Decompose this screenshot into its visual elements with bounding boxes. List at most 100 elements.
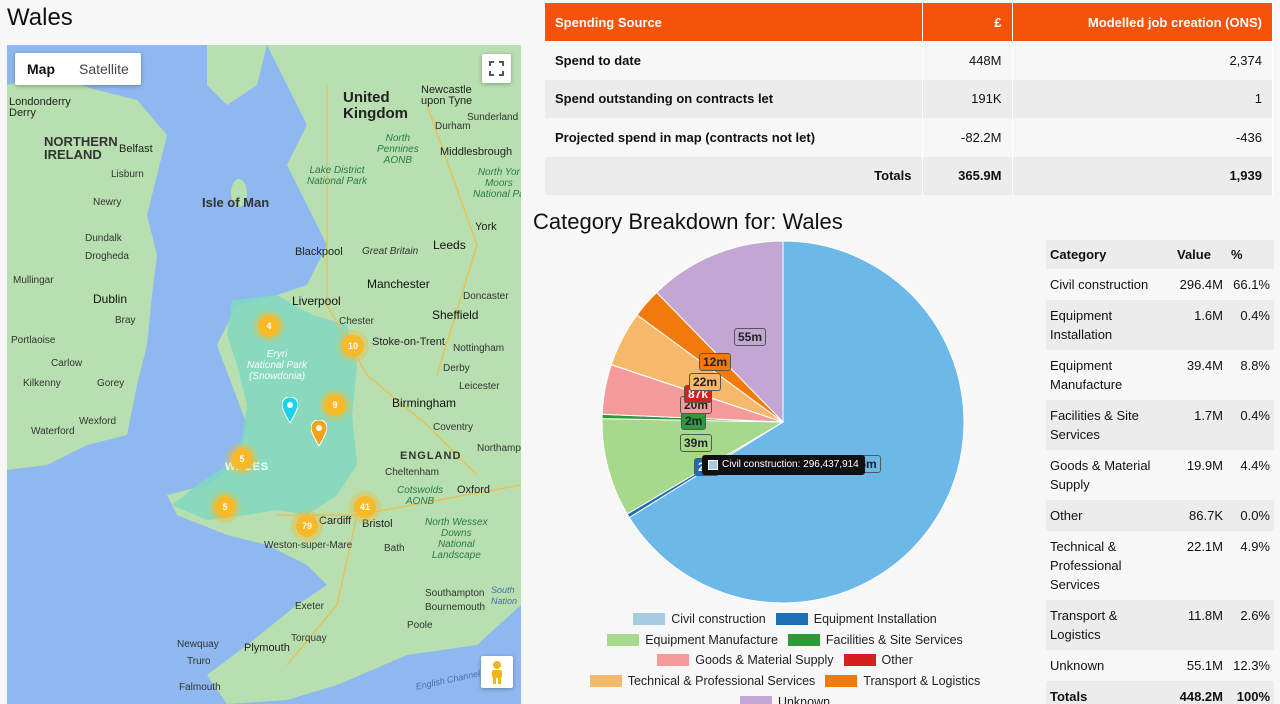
map-label-south-nation: South Nation (491, 585, 518, 606)
map-label-derby: Derby (443, 363, 470, 374)
map-label-belfast: Belfast (119, 143, 153, 155)
category-totals-pct: 100% (1227, 681, 1274, 704)
category-header-category: Category (1046, 240, 1173, 269)
category-row: Equipment Installation 1.6M 0.4% (1046, 300, 1274, 350)
map-label-bournemouth: Bournemouth (425, 602, 486, 613)
fullscreen-icon (489, 61, 504, 76)
legend-label: Goods & Material Supply (695, 653, 834, 668)
category-row-value: 19.9M (1186, 458, 1223, 473)
category-row-category: Equipment Manufacture (1050, 358, 1123, 392)
spending-table: Spending Source £ Modelled job creation … (545, 3, 1273, 195)
spending-totals-row: Totals 365.9M 1,939 (545, 156, 1273, 195)
map-cluster-marker[interactable]: 5 (214, 496, 236, 518)
map-label-leeds: Leeds (433, 238, 466, 252)
map-label-poole: Poole (407, 620, 433, 631)
category-row: Technical & Professional Services 22.1M 4.… (1046, 531, 1274, 600)
pie-data-label: 22m (689, 373, 722, 391)
spending-row-label: Projected spend in map (contracts not le… (545, 118, 923, 157)
category-row-pct: 2.6% (1227, 600, 1274, 650)
spending-row: Spend outstanding on contracts let 191K … (545, 79, 1273, 118)
legend-item[interactable]: Transport & Logistics (825, 674, 980, 688)
pie-data-label: 2m (681, 412, 707, 430)
legend-item[interactable]: Facilities & Site Services (787, 633, 963, 647)
fullscreen-button[interactable] (482, 54, 511, 83)
pie-slice[interactable] (655, 240, 784, 424)
pie-data-label: 12m (699, 353, 732, 371)
pie-slice[interactable] (601, 418, 785, 515)
legend-item[interactable]: Unknown (739, 694, 831, 704)
legend-item[interactable]: Technical & Professional Services (589, 674, 815, 688)
legend-swatch (739, 695, 772, 704)
legend-item[interactable]: Goods & Material Supply (657, 653, 834, 668)
map-label-eryri: Eryri National Park (Snowdonia) (247, 349, 308, 382)
pie-data-label: 39m (680, 434, 713, 452)
category-row-pct: 4.9% (1240, 539, 1270, 554)
spending-header-jobs: Modelled job creation (ONS) (1012, 3, 1273, 41)
map-label-birmingham: Birmingham (392, 396, 457, 410)
map-label-lisburn: Lisburn (111, 169, 144, 180)
category-row-value: 55.1M (1186, 658, 1223, 673)
legend-swatch (607, 633, 640, 646)
category-row-value: 1.7M (1173, 400, 1227, 450)
map-pin-icon[interactable] (311, 420, 327, 446)
category-row-category: Other (1046, 500, 1173, 531)
map-cluster-marker[interactable]: 9 (324, 394, 346, 416)
legend-item[interactable]: Equipment Installation (775, 612, 937, 626)
map-label-cardiff: Cardiff (319, 515, 352, 527)
map-label-cotswolds: Cotswolds AONB (397, 485, 444, 507)
map-cluster-marker[interactable]: 5 (231, 448, 253, 470)
category-row-category: Transport & Logistics (1046, 600, 1173, 650)
street-view-pegman-button[interactable] (481, 656, 513, 688)
spending-totals-amount: 365.9M (922, 156, 1013, 195)
legend-item[interactable]: Equipment Manufacture (607, 633, 778, 647)
category-row-value: 11.8M (1173, 600, 1227, 650)
legend-item[interactable]: Other (843, 653, 913, 668)
category-row-pct: 0.0% (1227, 500, 1274, 531)
spending-totals-jobs: 1,939 (1012, 156, 1273, 195)
category-totals-category: Totals (1046, 681, 1173, 704)
pie-tooltip: Civil construction: 296,437,914 (702, 455, 865, 475)
map-label-chester: Chester (339, 316, 375, 327)
legend-label: Other (881, 653, 913, 668)
category-row-pct: 12.3% (1233, 658, 1270, 673)
map-type-satellite-button[interactable]: Satellite (79, 61, 129, 77)
category-row-value: 296.4M (1179, 277, 1223, 292)
category-row-pct: 0.4% (1227, 300, 1274, 350)
map-label-northampton: Northampto (477, 443, 521, 454)
map-label-kilkenny: Kilkenny (23, 378, 61, 389)
legend-swatch (775, 613, 808, 626)
map-label-bray: Bray (115, 315, 136, 326)
map-label-north-york-moors: North Yor Moors National Pa (473, 167, 521, 200)
legend-label: Civil construction (671, 612, 766, 627)
map-cluster-marker[interactable]: 79 (296, 515, 318, 537)
map-label-torquay: Torquay (291, 633, 327, 644)
map-label-newcastle: Newcastle upon Tyne (421, 84, 473, 107)
spending-row-jobs: 1 (1012, 79, 1273, 118)
map-pin-icon[interactable] (282, 397, 298, 423)
legend-label: Unknown (777, 694, 831, 704)
tooltip-swatch (708, 460, 718, 470)
category-row: Equipment Manufacture 39.4M 8.8% (1046, 350, 1274, 400)
spending-row-jobs: -436 (1012, 118, 1273, 157)
map-type-map-button[interactable]: Map (27, 61, 55, 77)
category-row-category: Technical & Professional Services (1050, 539, 1122, 592)
pie-slice[interactable] (628, 240, 965, 604)
map-label-dublin: Dublin (93, 292, 128, 306)
map-label-oxford: Oxford (457, 484, 491, 496)
spending-header-source: Spending Source (545, 3, 923, 41)
map-type-toggle[interactable]: Map Satellite (15, 53, 141, 85)
map-cluster-marker[interactable]: 10 (342, 335, 364, 357)
map-label-england: ENGLAND (400, 450, 462, 462)
spending-row-label: Spend outstanding on contracts let (545, 79, 923, 118)
map-cluster-marker[interactable]: 4 (258, 315, 280, 337)
map-cluster-marker[interactable]: 41 (354, 496, 376, 518)
tooltip-text: Civil construction: 296,437,914 (722, 459, 859, 470)
category-pie-chart[interactable] (595, 232, 975, 606)
map-view[interactable]: Map Satellite United Kingdom NORTHERN IR… (7, 45, 521, 704)
map-label-lake-district: Lake District National Park (307, 165, 368, 187)
map-label-york: York (475, 221, 497, 233)
category-row-value: 39.4M (1186, 358, 1223, 373)
map-label-drogheda: Drogheda (85, 251, 129, 262)
category-row: Facilities & Site Services 1.7M 0.4% (1046, 400, 1274, 450)
legend-item[interactable]: Civil construction (633, 612, 766, 627)
